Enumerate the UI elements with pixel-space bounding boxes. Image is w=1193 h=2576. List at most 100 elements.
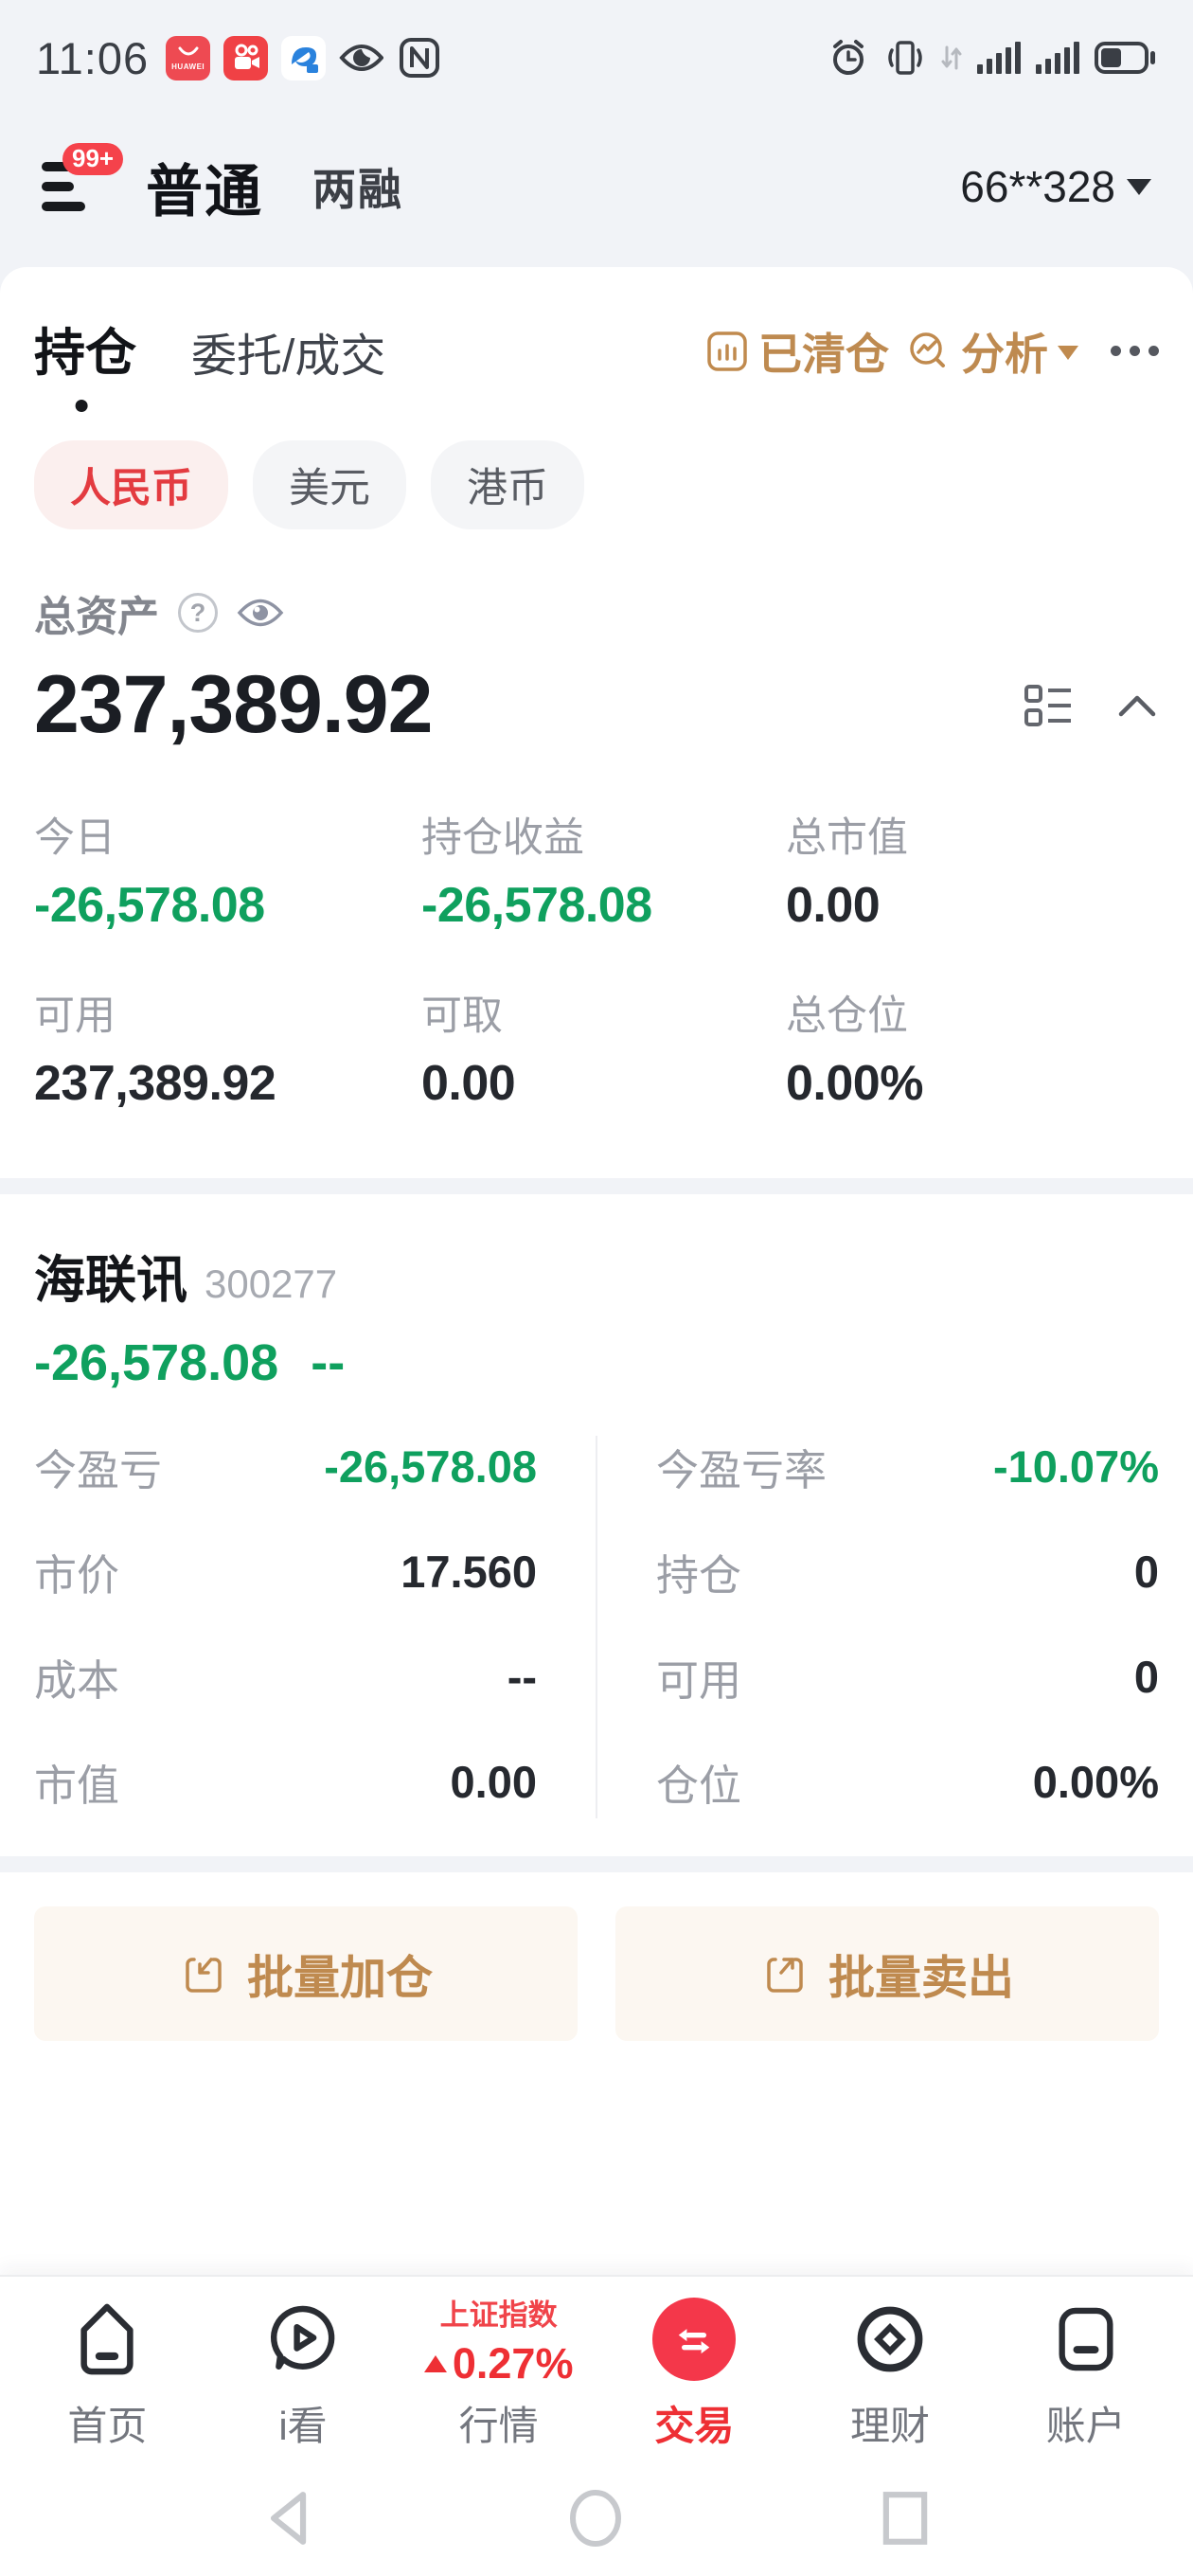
collapse-chevron-icon[interactable] [1115, 691, 1159, 720]
stat-available: 可用 237,389.92 [34, 983, 421, 1112]
batch-add-icon [186, 1958, 222, 1993]
currency-tab-hkd[interactable]: 港币 [431, 440, 584, 529]
portfolio-tabs: 持仓 委托/成交 已清仓 分析 [34, 311, 1159, 412]
stock-name: 海联讯 [34, 1252, 187, 1309]
currency-tab-usd[interactable]: 美元 [253, 440, 406, 529]
currency-tabs: 人民币 美元 港币 [34, 440, 1159, 529]
nav-wealth-label: 理财 [850, 2404, 931, 2448]
batch-actions: 批量加仓 批量卖出 [0, 1872, 1193, 2041]
chevron-down-icon [1058, 346, 1078, 360]
notification-badge: 99+ [62, 143, 124, 175]
account-selector[interactable]: 66**328 [960, 161, 1151, 212]
cleared-positions-button[interactable]: 已清仓 [705, 320, 889, 383]
row-available-qty: 可用 0 [656, 1646, 1159, 1708]
help-icon[interactable]: ? [178, 593, 218, 633]
row-value: -26,578.08 [324, 1441, 537, 1492]
stat-total-market-value: 总市值 0.00 [786, 805, 1159, 934]
detail-list-icon[interactable] [1024, 684, 1074, 726]
account-type-tab-margin[interactable]: 两融 [312, 165, 403, 214]
stat-total-position: 总仓位 0.00% [786, 983, 1159, 1112]
tab-holdings[interactable]: 持仓 [34, 311, 136, 412]
nav-iwatch-label: i看 [278, 2404, 328, 2448]
video-play-icon [270, 2305, 335, 2370]
stat-value: 0.00 [786, 878, 881, 933]
active-tab-indicator [75, 400, 88, 412]
bottom-navigation: 首页 i看 上证指数 0.27% 行情 [0, 2275, 1193, 2460]
stock-code: 300277 [205, 1261, 338, 1306]
stat-withdrawable: 可取 0.00 [421, 983, 786, 1112]
row-market-value: 市值 0.00 [34, 1751, 537, 1813]
currency-tab-cny[interactable]: 人民币 [34, 440, 228, 529]
analysis-magnifier-icon [910, 331, 945, 367]
clock-text: 11:06 [36, 32, 150, 83]
analysis-label: 分析 [961, 329, 1048, 379]
stock-loss-suffix: -- [311, 1334, 346, 1391]
recents-icon[interactable] [879, 2489, 932, 2548]
eye-comfort-icon [339, 36, 384, 80]
nav-account[interactable]: 账户 [988, 2286, 1184, 2460]
vibrate-icon [888, 41, 922, 75]
stat-label: 今日 [34, 815, 116, 861]
section-divider [0, 1178, 1193, 1194]
home-circle-icon[interactable] [566, 2487, 625, 2549]
row-value: -10.07% [992, 1441, 1159, 1492]
portfolio-card: 持仓 委托/成交 已清仓 分析 [0, 267, 1193, 1178]
stat-value: 0.00 [421, 1056, 516, 1111]
row-cost: 成本 -- [34, 1646, 537, 1708]
row-label: 今盈亏 [34, 1446, 163, 1494]
holding-detail-table: 今盈亏 -26,578.08 市价 17.560 成本 -- 市值 0.00 [34, 1436, 1159, 1818]
tab-orders-fills[interactable]: 委托/成交 [191, 331, 386, 382]
signal-bars-1 [977, 42, 1021, 74]
stat-value: -26,578.08 [34, 878, 265, 933]
coin-icon [857, 2306, 923, 2372]
android-nav-bar [0, 2460, 1193, 2576]
stat-today: 今日 -26,578.08 [34, 805, 421, 934]
kuaishou-icon [223, 35, 269, 80]
row-value: 0.00% [1032, 1757, 1159, 1807]
row-position-pct: 仓位 0.00% [656, 1751, 1159, 1813]
account-type-tab-normal[interactable]: 普通 [146, 159, 263, 224]
menu-button[interactable]: 99+ [42, 143, 124, 215]
nav-quotes-label: 行情 [458, 2404, 539, 2448]
nav-trade[interactable]: 交易 [596, 2286, 792, 2460]
batch-add-button[interactable]: 批量加仓 [34, 1906, 578, 2041]
more-icon[interactable] [1111, 346, 1159, 356]
row-label: 仓位 [656, 1762, 742, 1810]
row-label: 成本 [34, 1656, 120, 1705]
nav-wealth[interactable]: 理财 [792, 2286, 988, 2460]
index-change: 0.27% [452, 2338, 574, 2388]
nav-home-label: 首页 [67, 2404, 148, 2448]
up-triangle-icon [423, 2354, 447, 2372]
nfc-icon [397, 36, 441, 80]
total-assets-label: 总资产 [34, 594, 159, 640]
nav-iwatch[interactable]: i看 [205, 2286, 401, 2460]
row-label: 持仓 [656, 1551, 742, 1600]
notification-app-icons: HUAWEI [166, 35, 441, 80]
row-label: 可用 [656, 1656, 742, 1705]
stat-label: 可取 [421, 993, 503, 1039]
index-name: 上证指数 [439, 2298, 558, 2332]
holding-card[interactable]: 海联讯 300277 -26,578.08 -- 今盈亏 -26,578.08 … [0, 1194, 1193, 1856]
broker-blue-icon [281, 35, 327, 80]
chevron-down-icon [1127, 178, 1151, 195]
nav-quotes[interactable]: 上证指数 0.27% 行情 [401, 2286, 596, 2460]
stat-value: 0.00% [786, 1056, 923, 1111]
nav-home[interactable]: 首页 [9, 2286, 205, 2460]
section-divider [0, 1856, 1193, 1872]
content-filler [0, 2041, 1193, 2275]
alarm-icon [833, 40, 864, 75]
analysis-button[interactable]: 分析 [906, 320, 1078, 383]
back-icon[interactable] [261, 2489, 312, 2548]
row-value: 0.00 [450, 1757, 537, 1807]
eye-toggle-icon[interactable] [237, 596, 284, 630]
nav-trade-label: 交易 [654, 2404, 735, 2448]
status-right-icons [828, 37, 1157, 79]
row-label: 市价 [34, 1551, 120, 1600]
portfolio-stats: 今日 -26,578.08 持仓收益 -26,578.08 总市值 0.00 可… [34, 805, 1159, 1112]
huawei-label: HUAWEI [171, 62, 205, 71]
stat-holding-pnl: 持仓收益 -26,578.08 [421, 805, 786, 934]
batch-sell-button[interactable]: 批量卖出 [615, 1906, 1159, 2041]
app-header: 99+ 普通 两融 66**328 [0, 106, 1193, 267]
stat-label: 持仓收益 [421, 815, 584, 861]
